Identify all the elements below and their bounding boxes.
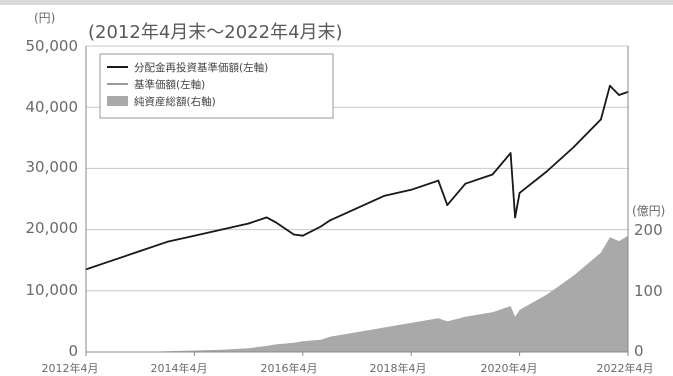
data-point bbox=[464, 182, 467, 185]
data-point bbox=[220, 228, 223, 231]
data-point bbox=[518, 191, 521, 194]
data-point bbox=[600, 118, 602, 121]
y-left-tick: 10,000 bbox=[26, 281, 79, 299]
legend-swatch-net-assets bbox=[107, 96, 128, 106]
y-right-tick: 200 bbox=[634, 221, 663, 239]
x-tick: 2018年4月 bbox=[370, 361, 427, 375]
data-point bbox=[356, 207, 358, 210]
left-axis-unit: (円) bbox=[34, 11, 55, 25]
data-point bbox=[609, 84, 611, 87]
data-point bbox=[383, 195, 385, 197]
data-point bbox=[410, 188, 413, 191]
legend-label: 純資産総額(右軸) bbox=[134, 95, 216, 108]
net-assets-area-layer bbox=[86, 235, 628, 352]
data-point bbox=[247, 222, 250, 225]
x-tick: 2016年4月 bbox=[261, 361, 318, 375]
data-point bbox=[265, 216, 268, 219]
y-left-tick: 50,000 bbox=[26, 37, 79, 55]
y-right-tick: 0 bbox=[634, 342, 644, 360]
y-left-tick: 20,000 bbox=[26, 219, 79, 237]
series-lines-layer bbox=[85, 84, 629, 271]
series-area-net-assets bbox=[86, 235, 628, 352]
data-point bbox=[166, 240, 169, 243]
top-band bbox=[0, 0, 673, 5]
x-tick: 2022年4月 bbox=[597, 361, 654, 375]
data-point bbox=[514, 216, 516, 219]
data-point bbox=[292, 233, 295, 236]
y-right-tick: 100 bbox=[634, 282, 663, 300]
data-point bbox=[572, 146, 575, 148]
y-left-tick: 40,000 bbox=[26, 98, 79, 116]
chart-title: (2012年4月末～2022年4月末) bbox=[88, 22, 343, 43]
y-left-tick: 0 bbox=[68, 342, 78, 360]
data-point bbox=[301, 234, 304, 237]
legend: 分配金再投資基準価額(左軸) 基準価額(左軸) 純資産総額(右軸) bbox=[99, 53, 334, 119]
data-point bbox=[274, 221, 277, 224]
data-point bbox=[329, 219, 331, 222]
data-point bbox=[509, 152, 512, 155]
data-point bbox=[437, 179, 440, 182]
data-point bbox=[319, 225, 322, 228]
right-axis-unit: (億円) bbox=[632, 204, 665, 218]
x-tick: 2020年4月 bbox=[481, 361, 538, 375]
x-tick: 2014年4月 bbox=[151, 361, 208, 375]
data-point bbox=[139, 250, 142, 252]
legend-box bbox=[99, 53, 334, 119]
data-point bbox=[446, 204, 449, 207]
x-tick: 2012年4月 bbox=[42, 361, 99, 375]
data-point bbox=[618, 94, 620, 96]
data-point bbox=[112, 259, 114, 262]
data-point bbox=[491, 173, 494, 176]
axes bbox=[85, 46, 629, 356]
legend-label: 基準価額(左軸) bbox=[134, 78, 205, 91]
data-point bbox=[193, 234, 196, 237]
y-left-tick: 30,000 bbox=[26, 158, 79, 176]
data-point bbox=[545, 170, 548, 173]
legend-label: 分配金再投資基準価額(左軸) bbox=[134, 61, 268, 74]
